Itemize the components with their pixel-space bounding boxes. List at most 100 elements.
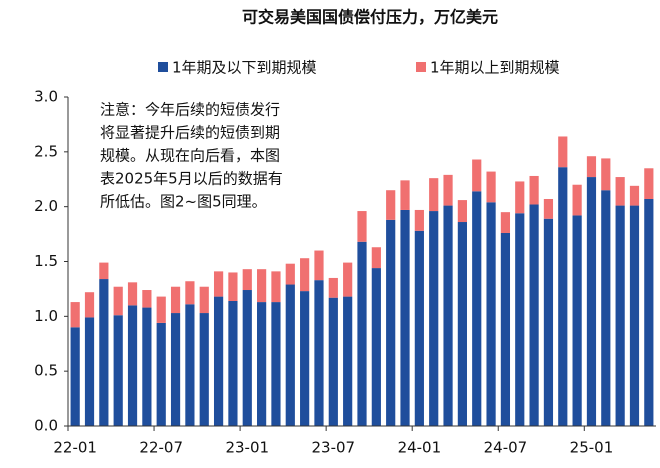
bar-segment: [170, 286, 181, 314]
y-tick-label: 0.0: [34, 417, 58, 435]
bar-segment: [84, 292, 95, 318]
y-tick-label: 2.5: [34, 142, 58, 160]
bar-segment: [328, 277, 338, 298]
bar-segment: [371, 268, 381, 426]
bar-segment: [271, 271, 281, 303]
bar-segment: [572, 184, 582, 216]
bar-segment: [142, 307, 152, 426]
annotation: 规模。从现在向后看，本图: [100, 147, 280, 165]
bar-segment: [386, 219, 396, 426]
x-tick-label: 22-01: [53, 439, 97, 457]
bar-segment: [314, 250, 324, 281]
y-tick-label: 1.5: [34, 252, 58, 270]
bar-segment: [170, 313, 181, 426]
bar-segment: [300, 291, 310, 426]
bar-segment: [629, 185, 640, 206]
bar-segment: [515, 213, 525, 426]
bar-segment: [371, 247, 381, 269]
legend-swatch: [158, 62, 168, 72]
chart-title: 可交易美国国债偿付压力，万亿美元: [242, 8, 498, 27]
x-tick-label: 24-01: [398, 439, 442, 457]
bar-segment: [185, 304, 195, 426]
bar-segment: [558, 136, 568, 168]
bar-segment: [500, 212, 511, 233]
bar-segment: [615, 205, 625, 426]
bar-segment: [572, 215, 582, 426]
bar-segment: [213, 271, 224, 297]
bar-segment: [601, 158, 611, 191]
annotation: 注意：今年后续的短债发行: [100, 101, 280, 119]
bar-segment: [300, 258, 310, 292]
bar-segment: [400, 209, 410, 426]
bar-segment: [443, 205, 453, 426]
bar-segment: [486, 171, 496, 203]
bar-segment: [586, 177, 597, 426]
bar-segment: [156, 296, 166, 323]
bar-segment: [199, 313, 209, 426]
bar-segment: [472, 191, 482, 426]
bar-segment: [443, 174, 453, 206]
bar-segment: [99, 279, 109, 426]
x-tick-label: 23-07: [312, 439, 356, 457]
y-tick-label: 0.5: [34, 362, 58, 380]
bar-segment: [386, 190, 396, 220]
bar-segment: [400, 180, 410, 210]
bar-segment: [500, 232, 511, 426]
bar-segment: [429, 211, 439, 426]
bar-segment: [84, 317, 95, 426]
bar-segment: [285, 284, 295, 426]
legend-label: 1年期及以下到期规模: [172, 59, 317, 77]
bar-segment: [199, 286, 209, 314]
bar-segment: [314, 280, 324, 426]
bar-segment: [644, 198, 654, 426]
bar-segment: [285, 263, 295, 285]
bar-segment: [242, 269, 252, 291]
bar-segment: [414, 230, 424, 426]
bar-segment: [228, 300, 238, 426]
bar-segment: [357, 241, 367, 426]
bar-segment: [70, 327, 80, 426]
bar-segment: [529, 175, 539, 205]
bar-segment: [257, 302, 267, 426]
bar-segment: [70, 302, 80, 328]
bar-segment: [529, 204, 539, 426]
bar-segment: [127, 282, 138, 306]
bar-segment: [629, 205, 640, 426]
bar-segment: [601, 190, 611, 426]
bar-segment: [99, 262, 109, 280]
bar-segment: [586, 156, 597, 178]
bar-segment: [515, 181, 525, 214]
bar-segment: [257, 269, 267, 303]
bar-segment: [414, 209, 424, 231]
bar-segment: [213, 296, 224, 426]
annotation: 将显著提升后续的短债到期: [100, 124, 280, 142]
bar-segment: [457, 222, 467, 426]
bar-segment: [343, 262, 353, 297]
bar-segment: [185, 281, 195, 305]
x-tick-label: 25-01: [570, 439, 614, 457]
bar-segment: [357, 211, 367, 242]
bar-segment: [543, 198, 554, 219]
bar-segment: [156, 322, 166, 426]
bar-segment: [343, 296, 353, 426]
legend-label: 1年期以上到期规模: [430, 59, 560, 77]
annotation: 所低估。图2~图5同理。: [100, 193, 267, 211]
x-tick-label: 22-07: [139, 439, 183, 457]
bar-segment: [113, 315, 123, 426]
y-tick-label: 2.0: [34, 197, 58, 215]
legend-swatch: [416, 62, 426, 72]
x-tick-label: 24-07: [484, 439, 528, 457]
bar-segment: [615, 177, 625, 206]
bar-segment: [142, 290, 152, 308]
bar-segment: [457, 200, 467, 223]
x-tick-label: 23-01: [225, 439, 269, 457]
bar-segment: [127, 305, 138, 426]
bar-segment: [429, 178, 439, 212]
y-tick-label: 3.0: [34, 88, 58, 106]
bar-segment: [644, 168, 654, 199]
bar-segment: [271, 302, 281, 426]
bar-segment: [113, 286, 123, 316]
bar-segment: [486, 202, 496, 426]
bar-segment: [543, 218, 554, 426]
